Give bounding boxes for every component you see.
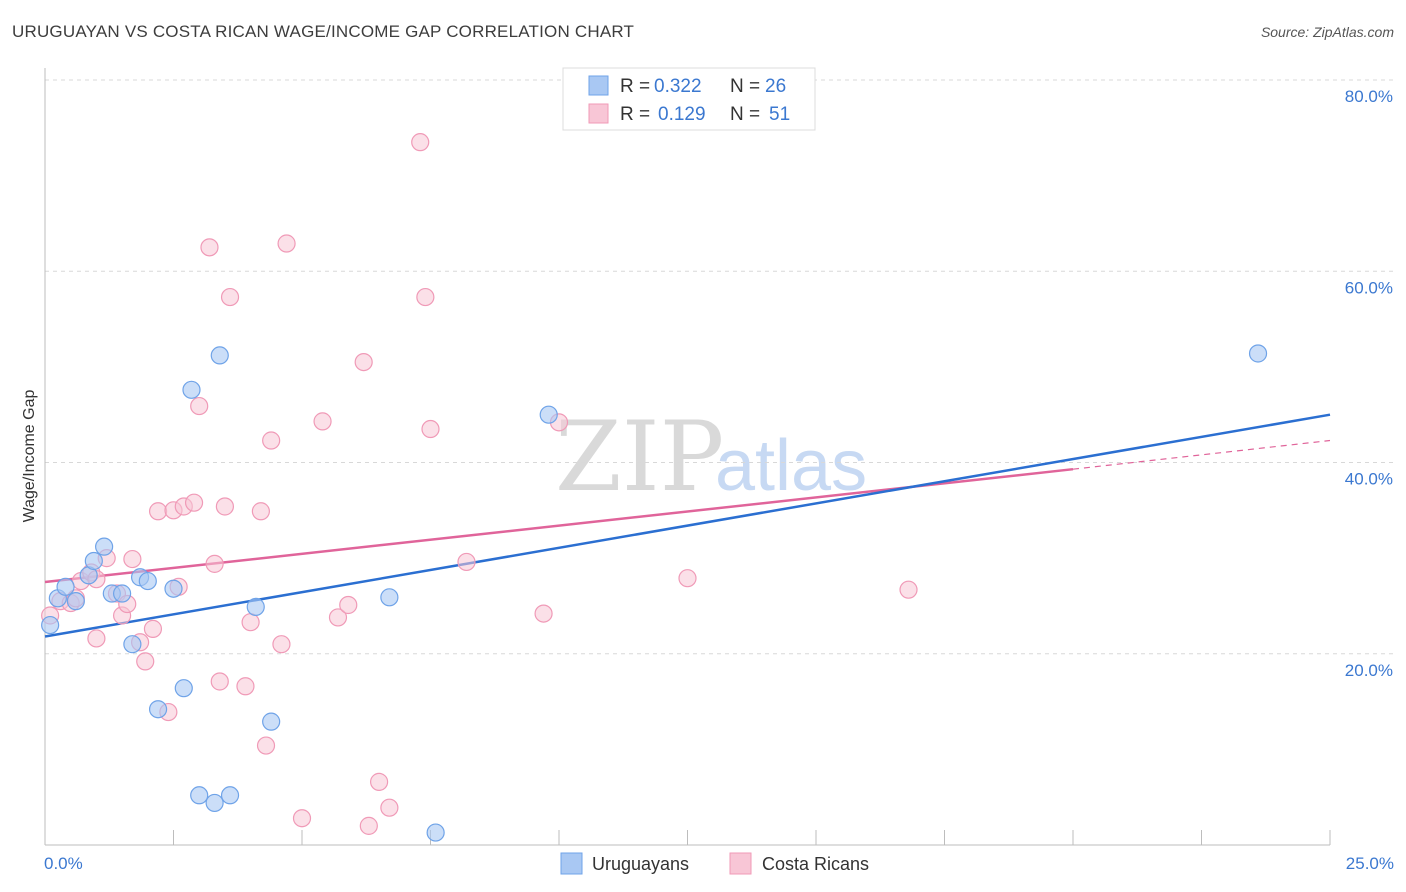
legend-n-label-2: N = bbox=[730, 104, 760, 125]
watermark-zip: ZIP bbox=[555, 401, 724, 513]
data-point-uruguayans bbox=[138, 571, 157, 591]
data-point-costa-ricans bbox=[272, 635, 291, 654]
data-point-uruguayans bbox=[246, 597, 265, 616]
data-point-uruguayans bbox=[205, 793, 224, 813]
data-point-costa-ricans bbox=[277, 234, 296, 253]
data-point-costa-ricans bbox=[421, 419, 440, 439]
y-tick-label: 80.0% bbox=[1345, 87, 1393, 106]
data-point-uruguayans bbox=[190, 786, 209, 805]
data-point-costa-ricans bbox=[215, 497, 234, 516]
data-point-uruguayans bbox=[123, 635, 142, 654]
data-point-costa-ricans bbox=[678, 569, 697, 588]
legend-swatch-pink bbox=[588, 103, 609, 124]
data-point-costa-ricans bbox=[190, 396, 209, 416]
data-point-costa-ricans bbox=[262, 431, 281, 450]
data-point-uruguayans bbox=[148, 700, 168, 719]
data-point-uruguayans bbox=[56, 577, 75, 596]
points bbox=[41, 133, 1268, 842]
legend-r-label-2: R = bbox=[620, 104, 650, 125]
watermark-atlas: atlas bbox=[715, 426, 867, 506]
bottom-legend-swatch-uruguayans bbox=[560, 852, 583, 875]
legend-r-value-1: 0.322 bbox=[654, 76, 702, 97]
legend-n-label-1: N = bbox=[730, 76, 760, 97]
y-tick-label: 20.0% bbox=[1345, 661, 1393, 680]
data-point-uruguayans bbox=[262, 712, 281, 731]
data-point-costa-ricans bbox=[328, 608, 348, 627]
data-point-costa-ricans bbox=[220, 287, 240, 307]
data-point-costa-ricans bbox=[416, 287, 435, 307]
data-point-uruguayans bbox=[539, 405, 558, 424]
data-point-costa-ricans bbox=[380, 798, 399, 817]
y-tick-label: 60.0% bbox=[1345, 278, 1393, 297]
y-tick-label: 40.0% bbox=[1345, 470, 1393, 489]
data-point-costa-ricans bbox=[411, 133, 430, 152]
data-point-costa-ricans bbox=[313, 412, 332, 431]
data-point-uruguayans bbox=[182, 380, 201, 399]
legend-r-value-2: 0.129 bbox=[658, 104, 706, 125]
data-point-costa-ricans bbox=[210, 672, 229, 691]
data-point-uruguayans bbox=[41, 615, 60, 635]
data-point-uruguayans bbox=[84, 551, 103, 571]
legend-r-label-1: R = bbox=[620, 76, 650, 97]
legend-n-value-2: 51 bbox=[769, 104, 790, 125]
data-point-costa-ricans bbox=[251, 502, 270, 521]
data-point-costa-ricans bbox=[457, 552, 476, 572]
data-point-uruguayans bbox=[1248, 344, 1268, 363]
bottom-legend-label-costa-ricans: Costa Ricans bbox=[762, 854, 869, 874]
data-point-costa-ricans bbox=[236, 677, 255, 696]
data-point-uruguayans bbox=[66, 592, 85, 611]
bottom-legend: Uruguayans Costa Ricans bbox=[560, 852, 869, 875]
data-point-costa-ricans bbox=[339, 595, 358, 615]
data-point-costa-ricans bbox=[205, 554, 224, 573]
data-point-uruguayans bbox=[426, 823, 445, 842]
ticks: 20.0% 40.0% 60.0% 80.0% bbox=[173, 87, 1393, 845]
bottom-legend-label-uruguayans: Uruguayans bbox=[592, 854, 689, 874]
data-point-uruguayans bbox=[220, 786, 240, 805]
data-point-costa-ricans bbox=[354, 352, 373, 372]
data-point-costa-ricans bbox=[256, 736, 276, 755]
x-tick-label-min: 0.0% bbox=[44, 854, 83, 873]
data-point-costa-ricans bbox=[143, 619, 163, 638]
data-point-uruguayans bbox=[174, 679, 193, 698]
data-point-costa-ricans bbox=[370, 772, 389, 791]
data-point-costa-ricans bbox=[136, 652, 155, 671]
data-point-uruguayans bbox=[164, 579, 183, 598]
data-point-uruguayans bbox=[95, 537, 114, 556]
bottom-legend-swatch-costa-ricans bbox=[729, 852, 752, 875]
chart-title: URUGUAYAN VS COSTA RICAN WAGE/INCOME GAP… bbox=[12, 22, 635, 41]
y-axis-title: Wage/Income Gap bbox=[21, 390, 38, 523]
legend-swatch-blue bbox=[588, 75, 609, 96]
data-point-costa-ricans bbox=[148, 502, 168, 521]
data-point-costa-ricans bbox=[241, 613, 260, 632]
data-point-costa-ricans bbox=[123, 549, 142, 569]
data-point-uruguayans bbox=[380, 588, 399, 607]
x-tick-label-max: 25.0% bbox=[1346, 854, 1394, 873]
data-point-costa-ricans bbox=[899, 580, 918, 599]
grid bbox=[45, 79, 1393, 655]
legend-n-value-1: 26 bbox=[765, 76, 786, 97]
data-point-costa-ricans bbox=[359, 816, 378, 835]
data-point-costa-ricans bbox=[200, 238, 219, 257]
data-point-uruguayans bbox=[112, 584, 132, 603]
data-point-costa-ricans bbox=[292, 809, 312, 828]
data-point-uruguayans bbox=[210, 346, 229, 365]
data-point-costa-ricans bbox=[87, 629, 106, 648]
data-point-costa-ricans bbox=[184, 493, 204, 512]
data-point-costa-ricans bbox=[534, 604, 553, 623]
trend-line-costa-ricans-extension bbox=[1072, 439, 1331, 470]
legend-box: R = 0.322 N = 26 R = 0.129 N = 51 bbox=[562, 67, 816, 131]
source-label: Source: ZipAtlas.com bbox=[1260, 24, 1394, 40]
